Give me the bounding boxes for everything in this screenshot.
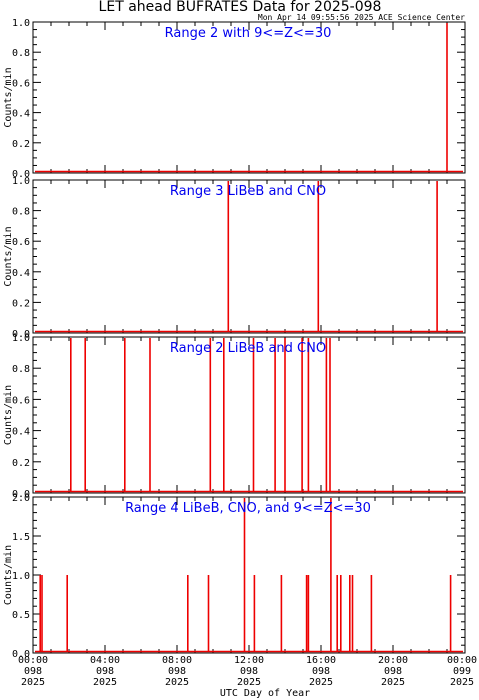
x-tick-label: 2025 (381, 677, 405, 688)
y-axis-title: Counts/min (3, 67, 14, 127)
x-tick-label: 12:00 (234, 655, 264, 666)
x-tick-label: 08:00 (162, 655, 192, 666)
x-tick-label: 098 (312, 666, 330, 677)
x-tick-label: 16:00 (306, 655, 336, 666)
panel-4: 0.0 0.5 1.0 1.5 2.0 Counts/min Range 4 LiBeB, … (3, 493, 466, 660)
x-tick-label: 04:00 (90, 655, 120, 666)
y-tick-label: 0.0 (12, 489, 30, 500)
x-tick-label: 2025 (93, 677, 117, 688)
y-tick-label: 0.2 (12, 139, 30, 150)
x-axis-title: UTC Day of Year (220, 688, 310, 699)
y-axis-title: Counts/min (3, 385, 14, 445)
y-tick-label: 0.6 (12, 78, 30, 89)
x-tick-label: 098 (24, 666, 42, 677)
panel-1: 0.0 0.2 0.4 0.6 0.8 1.0 Counts/min Range 2 with… (3, 18, 466, 180)
panel-2: 0.0 0.2 0.4 0.6 0.8 1.0 Counts/min Range 3 LiBe… (3, 176, 466, 340)
chart-title: LET ahead BUFRATES Data for 2025-098 (99, 0, 382, 15)
y-tick-label: 1.0 (12, 333, 30, 344)
x-tick-label: 2025 (165, 677, 189, 688)
y-tick-label: 1.0 (12, 18, 30, 29)
panel-frame (32, 21, 466, 174)
x-tick-label: 098 (384, 666, 402, 677)
x-tick-label: 098 (168, 666, 186, 677)
y-tick-label: 1.0 (12, 176, 30, 187)
x-tick-label: 00:00 (447, 655, 477, 666)
y-tick-label: 0.4 (12, 427, 30, 438)
panel-3: 0.0 0.2 0.4 0.6 0.8 1.0 Counts/min Range 2 LiBe… (3, 333, 466, 500)
y-tick-label: 1.5 (12, 532, 30, 543)
y-tick-label: 1.0 (12, 571, 30, 582)
x-tick-label: 00:00 (18, 655, 48, 666)
x-tick-label: 099 (453, 666, 471, 677)
panel-frame (32, 336, 466, 494)
panel-label: Range 4 LiBeB, CNO, and 9<=Z<=30 (125, 501, 371, 516)
y-axis-title: Counts/min (3, 545, 14, 605)
y-tick-label: 0.4 (12, 109, 30, 120)
x-tick-label: 2025 (450, 677, 474, 688)
x-axis-tick-labels: 00:00098202504:00098202508:00098202512:0… (18, 655, 477, 688)
y-axis-title: Counts/min (3, 226, 14, 286)
x-tick-label: 098 (240, 666, 258, 677)
x-tick-label: 2025 (21, 677, 45, 688)
x-tick-label: 098 (96, 666, 114, 677)
x-tick-label: 2025 (309, 677, 333, 688)
y-tick-label: 0.8 (12, 207, 30, 218)
y-tick-label: 0.2 (12, 458, 30, 469)
y-tick-label: 0.4 (12, 268, 30, 279)
x-tick-label: 2025 (237, 677, 261, 688)
y-tick-label: 2.0 (12, 493, 30, 504)
y-tick-label: 0.6 (12, 395, 30, 406)
timestamp-label: Mon Apr 14 09:55:56 2025 ACE Science Cen… (258, 13, 465, 22)
y-tick-label: 0.2 (12, 298, 30, 309)
y-tick-label: 0.8 (12, 48, 30, 59)
y-tick-label: 0.8 (12, 364, 30, 375)
x-tick-label: 20:00 (378, 655, 408, 666)
panel-label: Range 2 LiBeB and CNO (170, 341, 326, 356)
panel-label: Range 3 LiBeB and CNO (170, 184, 326, 199)
y-tick-label: 0.5 (12, 610, 30, 621)
y-tick-label: 0.0 (12, 649, 30, 660)
panel-frame (32, 496, 466, 654)
y-tick-label: 0.0 (12, 329, 30, 340)
y-tick-label: 0.0 (12, 169, 30, 180)
panel-label: Range 2 with 9<=Z<=30 (165, 26, 332, 41)
y-tick-label: 0.6 (12, 237, 30, 248)
panel-frame (32, 179, 466, 334)
